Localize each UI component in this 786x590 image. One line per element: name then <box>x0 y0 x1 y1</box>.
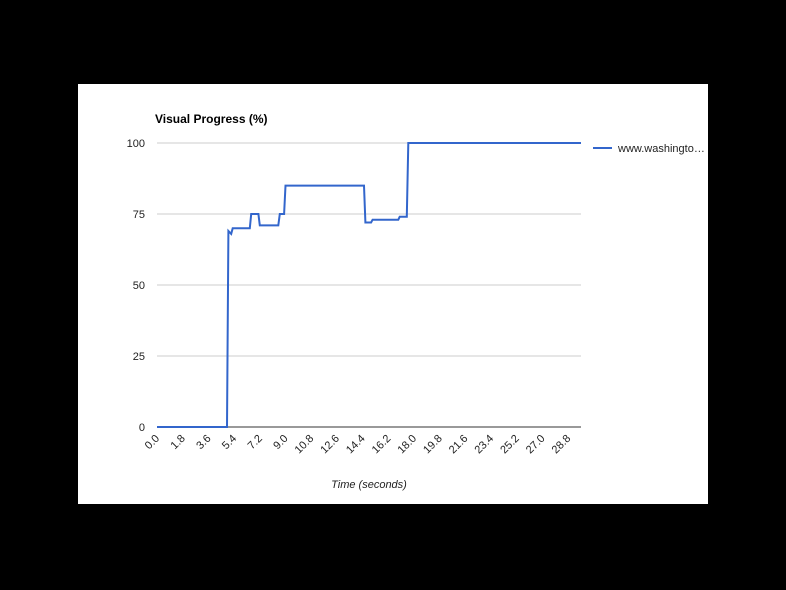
y-tick-labels: 0 25 50 75 100 <box>127 138 145 434</box>
y-tick-label: 100 <box>127 138 145 150</box>
y-tick-label: 0 <box>139 422 145 434</box>
chart-title: Visual Progress (%) <box>155 112 268 126</box>
y-tick-label: 25 <box>133 351 145 363</box>
x-axis-title: Time (seconds) <box>331 479 407 491</box>
chart-panel <box>78 84 708 504</box>
legend-label: www.washingto… <box>617 143 705 155</box>
y-tick-label: 75 <box>133 209 145 221</box>
y-tick-label: 50 <box>133 280 145 292</box>
series-line <box>157 142 581 428</box>
legend: www.washingto… <box>593 143 705 155</box>
